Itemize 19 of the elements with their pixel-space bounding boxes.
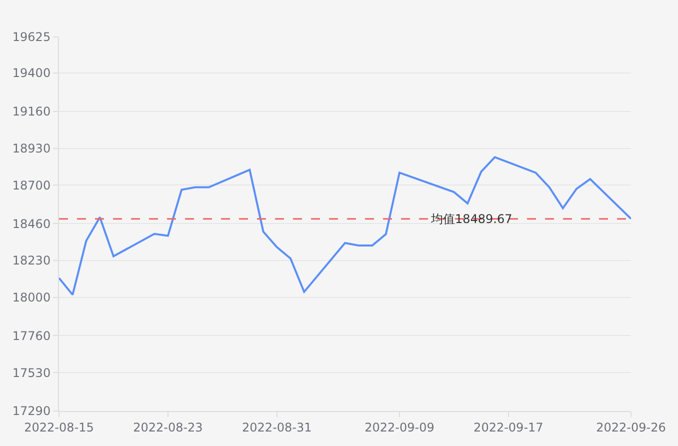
y-tick-label: 18930 <box>12 142 51 156</box>
y-tick-label: 19625 <box>12 30 51 44</box>
y-tick-label: 18460 <box>12 216 51 231</box>
y-tick-label: 19400 <box>12 66 51 80</box>
y-tick-label: 17530 <box>12 366 51 380</box>
x-tick-label: 2022-08-23 <box>133 420 203 434</box>
x-tick-label: 2022-08-15 <box>24 420 94 434</box>
x-tick-label: 2022-09-17 <box>474 420 544 434</box>
y-tick-label: 18700 <box>12 178 51 192</box>
x-tick-label: 2022-09-09 <box>364 420 434 434</box>
line-series <box>59 156 631 296</box>
x-tick-label: 2022-09-26 <box>596 420 666 434</box>
ref-line-label: 均值18489.67 <box>430 212 512 226</box>
y-tick-label: 18000 <box>12 290 51 304</box>
y-tick-label: 19160 <box>12 104 51 119</box>
x-tick-label: 2022-08-31 <box>242 420 312 434</box>
y-tick-label: 18230 <box>12 254 51 268</box>
y-tick-label: 17760 <box>12 328 51 343</box>
y-tick-label: 17290 <box>12 404 51 418</box>
